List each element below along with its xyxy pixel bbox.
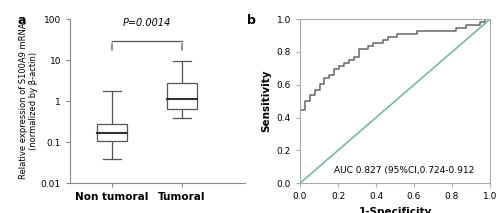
Text: AUC 0.827 (95%CI,0.724-0.912: AUC 0.827 (95%CI,0.724-0.912 (334, 166, 474, 175)
Text: P=0.0014: P=0.0014 (123, 18, 171, 28)
Y-axis label: Relative expression of S100A9 mRNA
(normalized by β-actin): Relative expression of S100A9 mRNA (norm… (18, 23, 38, 180)
Y-axis label: Sensitivity: Sensitivity (261, 70, 271, 132)
Bar (168, 83, 196, 109)
Bar (98, 124, 126, 141)
Text: b: b (247, 14, 256, 27)
X-axis label: 1-Specificity: 1-Specificity (358, 207, 432, 213)
Text: a: a (18, 14, 26, 27)
